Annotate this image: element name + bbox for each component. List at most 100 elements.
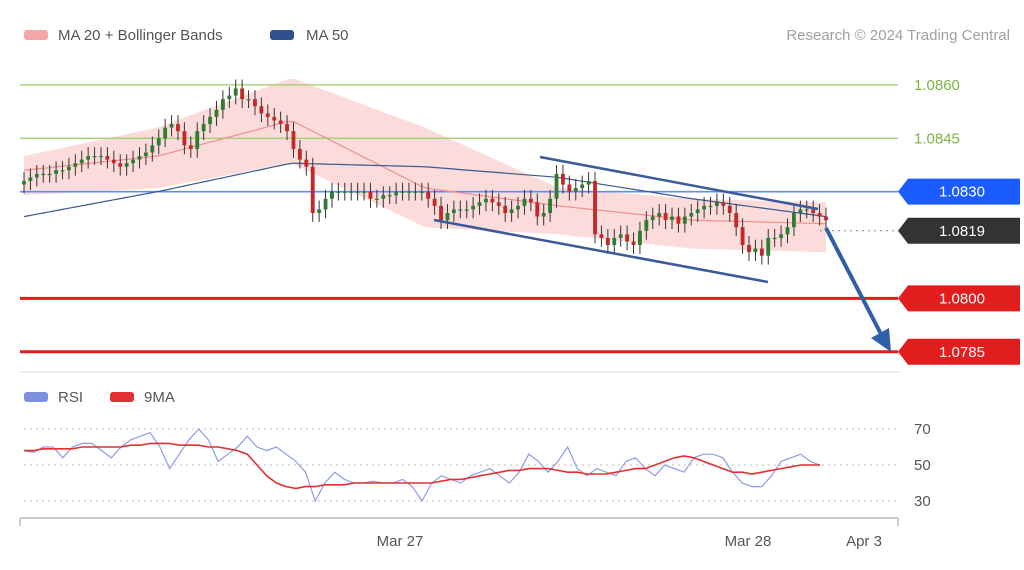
candle (708, 196, 713, 215)
bollinger-band (24, 78, 826, 253)
candle (214, 100, 219, 126)
candle (336, 182, 341, 201)
x-tick-label-apr3: Apr 3 (846, 533, 882, 550)
candle (612, 229, 617, 254)
candle (503, 196, 508, 222)
candle (753, 239, 758, 262)
candle (259, 97, 264, 123)
candle (297, 140, 302, 169)
rsi-ma-legend-label: 9MA (144, 389, 175, 406)
candle (143, 143, 148, 165)
candle (291, 122, 296, 158)
candle (362, 182, 366, 201)
candle (490, 189, 495, 212)
candle (567, 175, 572, 201)
candle (747, 236, 751, 262)
candle (105, 147, 110, 169)
candle (381, 186, 386, 208)
candle (522, 189, 527, 215)
candle (278, 111, 283, 133)
candle (464, 200, 469, 219)
candle (528, 189, 533, 212)
candle (208, 108, 212, 133)
candle (400, 182, 405, 201)
candle (73, 154, 78, 176)
candle (163, 118, 168, 148)
candle (541, 204, 546, 226)
candle (779, 225, 784, 247)
candle (740, 218, 745, 254)
candle (156, 129, 161, 155)
candle (586, 172, 591, 194)
candle (593, 172, 597, 244)
rsi-tick-label: 30 (914, 493, 931, 510)
channel-lower-line (433, 218, 769, 284)
ma20-line (23, 121, 827, 225)
candle (323, 189, 328, 219)
candle (182, 122, 187, 155)
candle (188, 136, 193, 158)
candle (477, 193, 482, 215)
x-tick-label-mar27: Mar 27 (377, 533, 424, 550)
candle (86, 147, 91, 169)
candle (734, 204, 739, 237)
candle (785, 218, 790, 244)
candle (439, 196, 443, 230)
candle (561, 164, 565, 194)
candle (638, 221, 642, 254)
level-label: 1.0785 (939, 344, 985, 361)
candle (34, 164, 39, 187)
candle (670, 207, 674, 230)
candle (727, 196, 732, 222)
legend: MA 20 + Bollinger Bands MA 50 (24, 27, 349, 44)
candle (445, 204, 450, 230)
level-label: 1.0830 (939, 184, 985, 201)
candle (265, 104, 270, 126)
rsi-legend-swatch (24, 392, 48, 402)
candle (246, 90, 251, 109)
level-label-badge (898, 338, 1020, 365)
ma50-legend-swatch (270, 30, 294, 40)
candle (535, 193, 540, 226)
level-label-badge (898, 178, 1020, 205)
candle (721, 193, 726, 215)
candle (99, 147, 103, 165)
candle (342, 182, 347, 201)
candle (791, 204, 796, 237)
candle (195, 122, 200, 158)
candle (695, 200, 700, 222)
candle (41, 164, 46, 183)
candle (599, 225, 604, 247)
candle (644, 211, 649, 240)
candle (682, 207, 687, 233)
candle (131, 150, 135, 173)
candle (798, 200, 803, 222)
rsi-legend: RSI 9MA (24, 389, 175, 406)
candle (702, 196, 707, 219)
candle (150, 136, 155, 162)
channel-upper-line (539, 155, 819, 211)
candle (22, 172, 26, 194)
candle (54, 161, 59, 183)
candle (349, 182, 354, 201)
ma50-line (23, 162, 827, 218)
candle (413, 182, 418, 201)
projection-arrow (824, 227, 884, 337)
candle (47, 164, 52, 183)
candle (605, 229, 610, 254)
candle (650, 207, 655, 230)
candle (253, 90, 257, 116)
level-label: 1.0800 (939, 290, 985, 307)
candle (227, 86, 232, 109)
candle (176, 115, 180, 141)
rsi-tick-label: 50 (914, 457, 931, 474)
candle (817, 204, 822, 226)
candle (426, 182, 431, 208)
candle (663, 204, 668, 230)
level-label-badge (898, 217, 1020, 244)
candle (625, 225, 630, 251)
rsi-plot: 70 50 30 (23, 421, 931, 510)
candle (759, 239, 764, 265)
candle (272, 108, 277, 130)
